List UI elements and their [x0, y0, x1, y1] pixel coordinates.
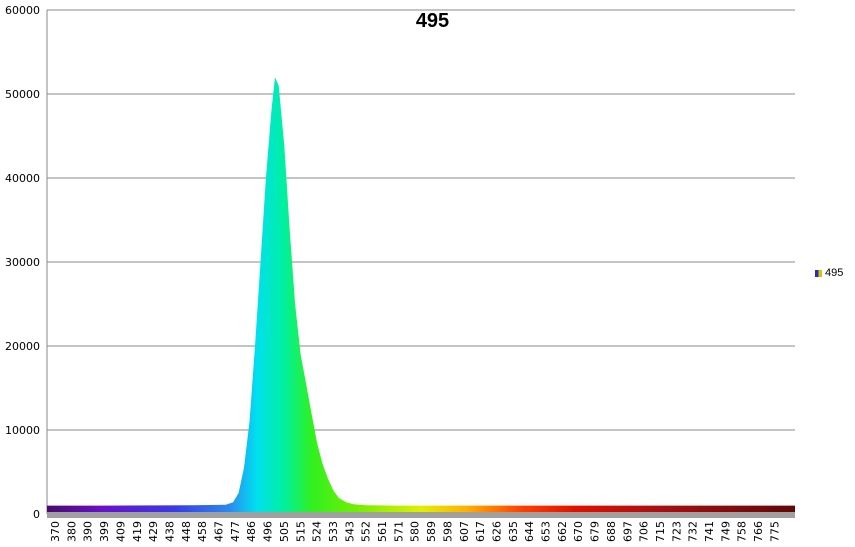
y-tick-label: 0 [33, 508, 40, 521]
x-tick-label: 617 [474, 521, 487, 542]
x-tick-label: 552 [360, 521, 373, 542]
x-tick-label: 679 [589, 521, 602, 542]
x-tick-label: 543 [343, 521, 356, 542]
y-tick-label: 20000 [5, 340, 40, 353]
y-tick-label: 40000 [5, 172, 40, 185]
y-tick-label: 30000 [5, 256, 40, 269]
x-tick-label: 486 [245, 521, 258, 542]
y-tick-label: 60000 [5, 4, 40, 17]
x-tick-label: 399 [98, 521, 111, 542]
x-tick-label: 589 [425, 521, 438, 542]
x-tick-label: 515 [294, 521, 307, 542]
x-tick-label: 607 [458, 521, 471, 542]
x-tick-label: 635 [507, 521, 520, 542]
x-tick-label: 670 [572, 521, 585, 542]
x-tick-label: 749 [719, 521, 732, 542]
x-tick-label: 496 [262, 521, 275, 542]
x-tick-label: 370 [49, 521, 62, 542]
axis-floor [47, 512, 795, 518]
x-tick-label: 380 [65, 521, 78, 542]
x-tick-label: 419 [131, 521, 144, 542]
x-tick-label: 715 [654, 521, 667, 542]
x-tick-label: 626 [490, 521, 503, 542]
x-tick-label: 580 [409, 521, 422, 542]
x-tick-label: 390 [82, 521, 95, 542]
x-tick-label: 571 [392, 521, 405, 542]
x-tick-label: 706 [638, 521, 651, 542]
x-tick-label: 505 [278, 521, 291, 542]
x-tick-label: 775 [768, 521, 781, 542]
series-area [47, 77, 795, 512]
x-tick-label: 533 [327, 521, 340, 542]
x-tick-label: 561 [376, 521, 389, 542]
x-tick-label: 741 [703, 521, 716, 542]
x-tick-label: 467 [213, 521, 226, 542]
x-tick-label: 723 [670, 521, 683, 542]
legend-swatch [815, 269, 822, 277]
x-tick-label: 766 [752, 521, 765, 542]
y-tick-label: 50000 [5, 88, 40, 101]
x-tick-label: 688 [605, 521, 618, 542]
x-tick-label: 662 [556, 521, 569, 542]
x-tick-label: 477 [229, 521, 242, 542]
y-tick-label: 10000 [5, 424, 40, 437]
x-tick-label: 644 [523, 521, 536, 542]
x-tick-label: 653 [540, 521, 553, 542]
x-tick-label: 598 [441, 521, 454, 542]
x-tick-label: 448 [180, 521, 193, 542]
x-tick-label: 429 [147, 521, 160, 542]
x-tick-label: 732 [687, 521, 700, 542]
x-tick-label: 697 [621, 521, 634, 542]
x-tick-label: 438 [163, 521, 176, 542]
chart-title: 495 [415, 10, 450, 32]
x-tick-label: 524 [311, 521, 324, 542]
legend-label: 495 [825, 267, 844, 279]
legend: 495 [815, 267, 843, 279]
x-tick-label: 409 [114, 521, 127, 542]
x-tick-label: 758 [736, 521, 749, 542]
x-tick-label: 458 [196, 521, 209, 542]
